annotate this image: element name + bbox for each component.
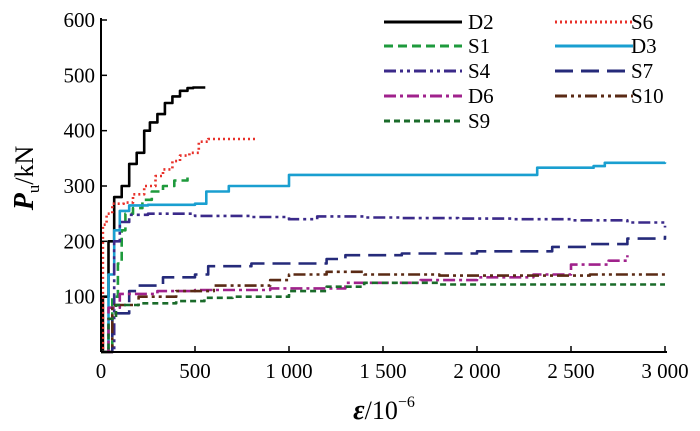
series-line-s7 (101, 235, 667, 354)
x-tick-label: 0 (96, 359, 107, 383)
legend-label-d2: D2 (468, 10, 494, 34)
series-line-s9 (101, 281, 665, 354)
y-tick-label: 400 (64, 119, 96, 143)
x-tick-label: 500 (179, 359, 211, 383)
y-axis-title-unit: /kN (10, 145, 39, 184)
series-line-d6 (101, 255, 629, 354)
series-line-s1 (101, 176, 189, 354)
x-axis-title-unit: /10 (365, 396, 398, 425)
series-line-s6 (101, 137, 257, 354)
y-tick-label: 200 (64, 229, 96, 253)
legend-label-s9: S9 (468, 109, 490, 133)
legend-label-s6: S6 (631, 10, 653, 34)
y-tick-label: 300 (64, 174, 96, 198)
y-tick-label: 500 (64, 63, 96, 87)
legend-label-s1: S1 (468, 34, 490, 58)
series-line-s4 (101, 212, 667, 354)
x-axis-title-exp: −6 (398, 394, 415, 411)
y-tick-label: 600 (64, 8, 96, 32)
x-tick-label: 1 500 (359, 359, 406, 383)
series-line-s10 (101, 270, 665, 354)
x-tick-label: 2 000 (453, 359, 500, 383)
y-axis-title-sub: u (24, 184, 43, 193)
legend-label-s10: S10 (631, 84, 664, 108)
legend-label-d6: D6 (468, 84, 494, 108)
x-tick-label: 3 000 (641, 359, 688, 383)
legend-label-s7: S7 (631, 59, 653, 83)
series-line-d3 (101, 161, 667, 354)
y-axis-title-main: P (9, 192, 40, 211)
plot-area (101, 86, 667, 354)
legend: D2 S6 S1 D3 S4 S7 D6 S10 S9 (384, 10, 664, 133)
ticks: 100 200 300 400 500 600 0 500 1 000 1 500 2 000 2 5… (64, 8, 689, 383)
legend-label-s4: S4 (468, 59, 491, 83)
y-axis-title: Pu/kN (9, 145, 43, 211)
x-tick-label: 2 500 (547, 359, 594, 383)
x-axis-title-main: ε (353, 395, 365, 426)
x-tick-label: 1 000 (265, 359, 312, 383)
x-axis-title: ε/10−6 (353, 394, 415, 426)
legend-label-d3: D3 (631, 34, 657, 58)
y-tick-label: 100 (64, 285, 96, 309)
